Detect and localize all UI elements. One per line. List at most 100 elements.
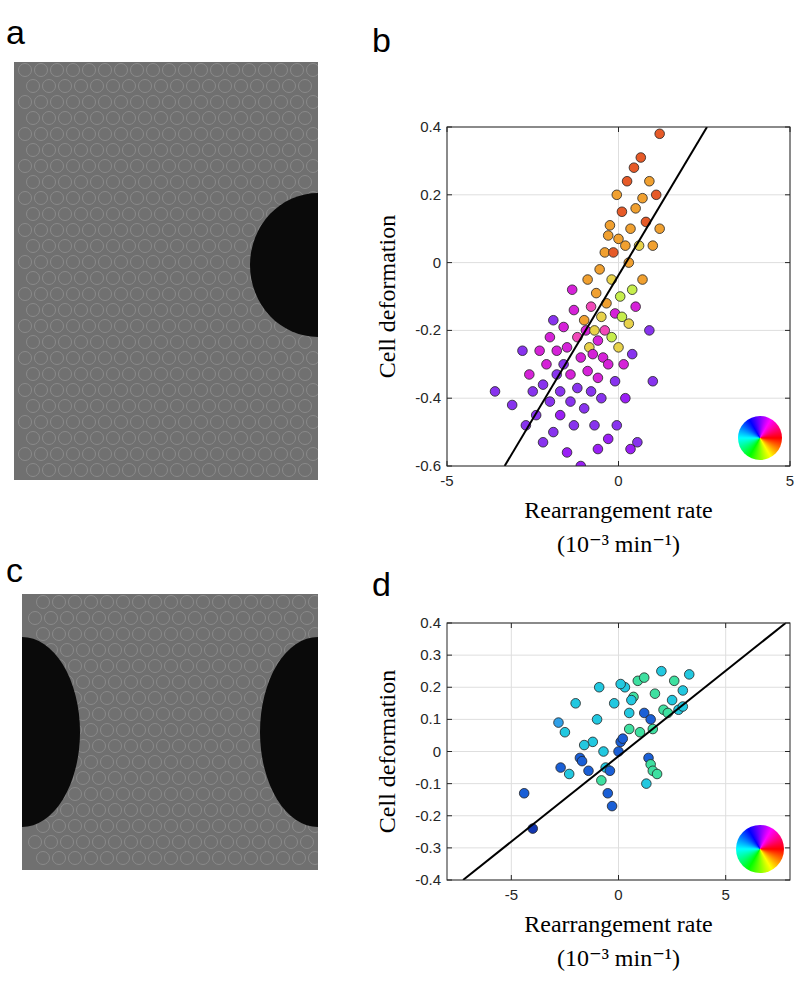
cell-outline [59, 272, 72, 285]
cell-outline [269, 804, 282, 817]
cell-outline [27, 176, 40, 189]
tick-label: -0.2 [415, 321, 441, 338]
cell-outline [93, 836, 106, 849]
tick [447, 127, 452, 128]
plot-area [447, 127, 790, 466]
cell-outline [205, 804, 218, 817]
cell-outline [165, 852, 178, 865]
cell-outline [51, 320, 64, 333]
cell-outline [205, 612, 218, 625]
cell-outline [75, 432, 88, 445]
cell-outline [125, 676, 138, 689]
scatter-point [615, 292, 625, 302]
cell-outline [125, 612, 138, 625]
scatter-point [591, 288, 601, 298]
scatter-point [538, 380, 548, 390]
cell-outline [187, 144, 200, 157]
scatter-point [612, 421, 622, 431]
cell-outline [203, 144, 216, 157]
cell-outline [29, 836, 42, 849]
scatter-point [648, 241, 658, 251]
cell-outline [123, 464, 136, 477]
cell-outline [157, 644, 170, 657]
tick [785, 751, 790, 752]
cell-outline [141, 644, 154, 657]
cell-outline [77, 676, 90, 689]
cell-outline [147, 160, 160, 173]
micrograph [22, 594, 318, 870]
scatter-point [622, 176, 632, 186]
cell-outline [141, 676, 154, 689]
tick-label: -5 [440, 472, 453, 489]
cell-outline [189, 676, 202, 689]
cell-outline [155, 432, 168, 445]
cell-outline [19, 192, 32, 205]
scatter-point [528, 387, 538, 397]
cell-outline [291, 128, 304, 141]
cell-outline [149, 788, 162, 801]
cell-outline [163, 320, 176, 333]
scatter-point [678, 686, 688, 696]
axis-title: Cell deformation [374, 215, 400, 378]
cell-outline [35, 352, 48, 365]
tick [447, 330, 452, 331]
cell-outline [115, 160, 128, 173]
cell-outline [147, 448, 160, 461]
cell-outline [259, 160, 272, 173]
tick-label: -5 [505, 886, 518, 903]
cell-outline [197, 788, 210, 801]
cell-outline [299, 368, 312, 381]
cell-outline [173, 740, 186, 753]
cell-outline [163, 448, 176, 461]
cell-outline [195, 448, 208, 461]
cell-outline [261, 820, 274, 833]
cell-outline [101, 692, 114, 705]
scatter-point [646, 715, 656, 725]
tick [785, 655, 790, 656]
cell-outline [163, 96, 176, 109]
cell-outline [51, 288, 64, 301]
cell-outline [253, 676, 266, 689]
cell-outline [293, 628, 306, 641]
cell-outline [91, 336, 104, 349]
cell-outline [179, 224, 192, 237]
cell-outline [139, 432, 152, 445]
cell-outline [109, 804, 122, 817]
scatter-point [571, 699, 581, 709]
cell-outline [299, 176, 312, 189]
cell-outline [219, 272, 232, 285]
scatter-point [552, 346, 562, 356]
cell-outline [19, 352, 32, 365]
cell-outline [35, 96, 48, 109]
cell-outline [299, 144, 312, 157]
cell-outline [237, 612, 250, 625]
cell-outline [67, 64, 80, 77]
cell-outline [43, 176, 56, 189]
scatter-point [655, 129, 665, 139]
panel-label: c [6, 551, 23, 589]
cell-outline [227, 160, 240, 173]
cell-outline [195, 352, 208, 365]
cell-outline [187, 464, 200, 477]
cell-outline [277, 852, 290, 865]
cell-outline [197, 628, 210, 641]
cell-outline [235, 432, 248, 445]
cell-outline [107, 400, 120, 413]
cell-outline [59, 304, 72, 317]
cell-outline [133, 660, 146, 673]
cell-outline [75, 272, 88, 285]
cell-outline [35, 256, 48, 269]
grid-line [447, 783, 790, 784]
cell-outline [187, 240, 200, 253]
cell-outline [157, 676, 170, 689]
cell-outline [307, 64, 319, 77]
cell-outline [35, 64, 48, 77]
cell-outline [165, 788, 178, 801]
cell-outline [43, 336, 56, 349]
cell-outline [83, 320, 96, 333]
scatter-point [610, 376, 620, 386]
scatter-point [588, 737, 598, 747]
cell-outline [43, 80, 56, 93]
cell-outline [123, 272, 136, 285]
cell-outline [179, 288, 192, 301]
